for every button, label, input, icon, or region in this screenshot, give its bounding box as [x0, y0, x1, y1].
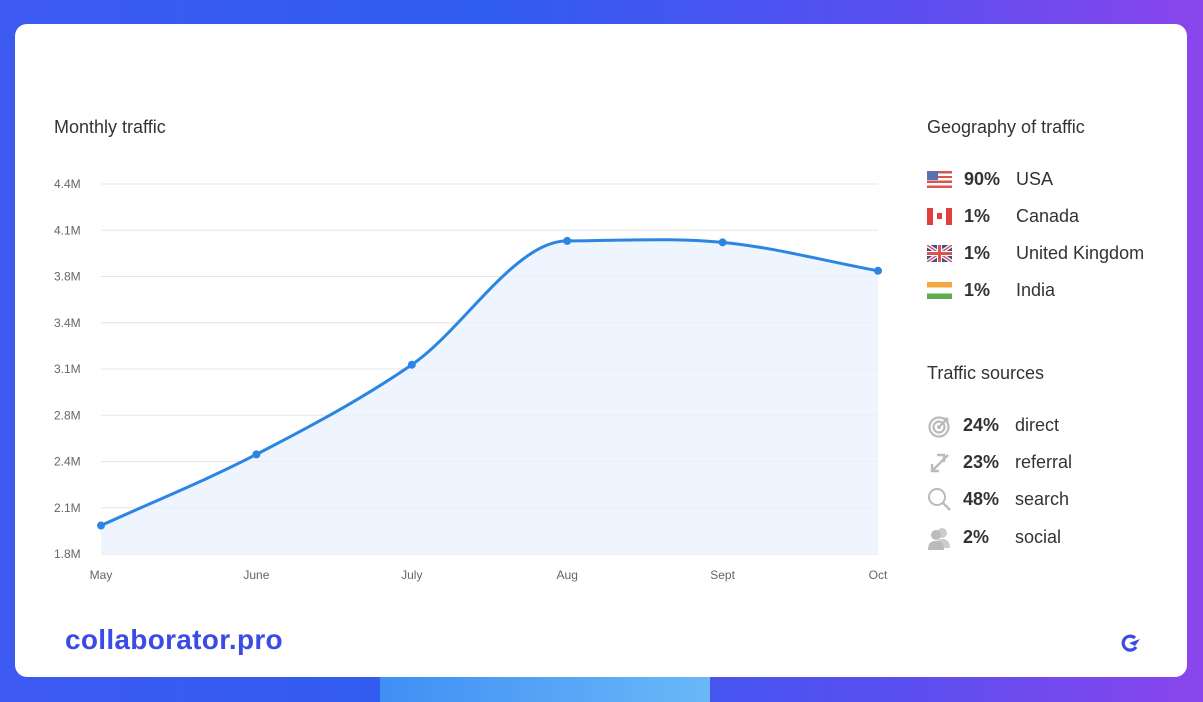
uk-flag-icon [927, 245, 952, 262]
geo-country: India [1016, 280, 1056, 300]
x-tick-label: Sept [710, 568, 735, 582]
geo-country: USA [1016, 169, 1054, 189]
geo-row-uk: 1% United Kingdom [927, 243, 1144, 264]
geography-title: Geography of traffic [927, 117, 1085, 137]
data-point [407, 360, 416, 369]
source-pct: 24% [963, 415, 1000, 435]
geo-country: Canada [1016, 206, 1080, 226]
source-pct: 48% [963, 489, 1000, 509]
search-icon [927, 487, 952, 512]
source-label: direct [1015, 415, 1060, 435]
y-tick-label: 4.4M [54, 177, 81, 191]
y-tick-label: 2.8M [54, 408, 81, 422]
x-tick-label: Aug [557, 568, 578, 582]
chart-title: Monthly traffic [54, 117, 166, 137]
source-pct: 2% [963, 527, 990, 547]
traffic-card: Monthly traffic 1.8M 2.1M 2.4M 2.8M 3.1M 3.4M… [15, 24, 1187, 677]
in-flag-icon [927, 282, 952, 299]
brand-logo-icon [1121, 634, 1140, 652]
data-point [874, 266, 882, 275]
brand-logo-text: collaborator.pro [65, 624, 283, 655]
source-row-direct: 24% direct [927, 413, 1059, 438]
data-point [97, 521, 105, 530]
geo-pct: 1% [964, 243, 991, 263]
x-tick-label: Oct [869, 568, 888, 582]
source-label: referral [1015, 452, 1073, 472]
data-point [563, 236, 572, 245]
geo-row-usa: 90% USA [927, 169, 1053, 190]
source-label: social [1015, 527, 1062, 547]
data-point [252, 450, 261, 459]
y-tick-label: 1.8M [54, 547, 81, 561]
target-icon [927, 413, 952, 438]
monthly-traffic-chart: 1.8M 2.1M 2.4M 2.8M 3.1M 3.4M 3.8M 4.1M 4.4M May J… [54, 177, 888, 582]
chart-series-line [100, 238, 879, 527]
geo-pct: 90% [964, 169, 1001, 189]
x-tick-label: June [243, 568, 269, 582]
geo-row-canada: 1% Canada [927, 206, 1079, 227]
geo-pct: 1% [964, 280, 991, 300]
source-row-referral: 23% referral [927, 450, 1072, 475]
geo-pct: 1% [964, 206, 991, 226]
y-tick-label: 2.1M [54, 501, 81, 515]
y-tick-label: 3.1M [54, 362, 81, 376]
us-flag-icon [927, 171, 952, 188]
source-label: search [1015, 489, 1070, 509]
y-tick-label: 3.8M [54, 270, 81, 284]
source-pct: 23% [963, 452, 1000, 472]
geo-country: United Kingdom [1016, 243, 1145, 263]
data-point [718, 238, 727, 247]
ca-flag-icon [927, 208, 952, 225]
referral-arrows-icon [927, 450, 952, 475]
background-accent [380, 677, 710, 702]
geo-row-india: 1% India [927, 280, 1055, 301]
source-row-search: 48% search [927, 487, 1069, 512]
y-tick-label: 3.4M [54, 316, 81, 330]
y-tick-label: 2.4M [54, 455, 81, 469]
x-tick-label: July [401, 568, 422, 582]
x-tick-label: May [90, 568, 113, 582]
source-row-social: 2% social [927, 525, 1061, 550]
y-tick-label: 4.1M [54, 223, 81, 237]
chart-area-fill [101, 239, 878, 554]
users-icon [927, 525, 952, 550]
sources-title: Traffic sources [927, 363, 1045, 383]
